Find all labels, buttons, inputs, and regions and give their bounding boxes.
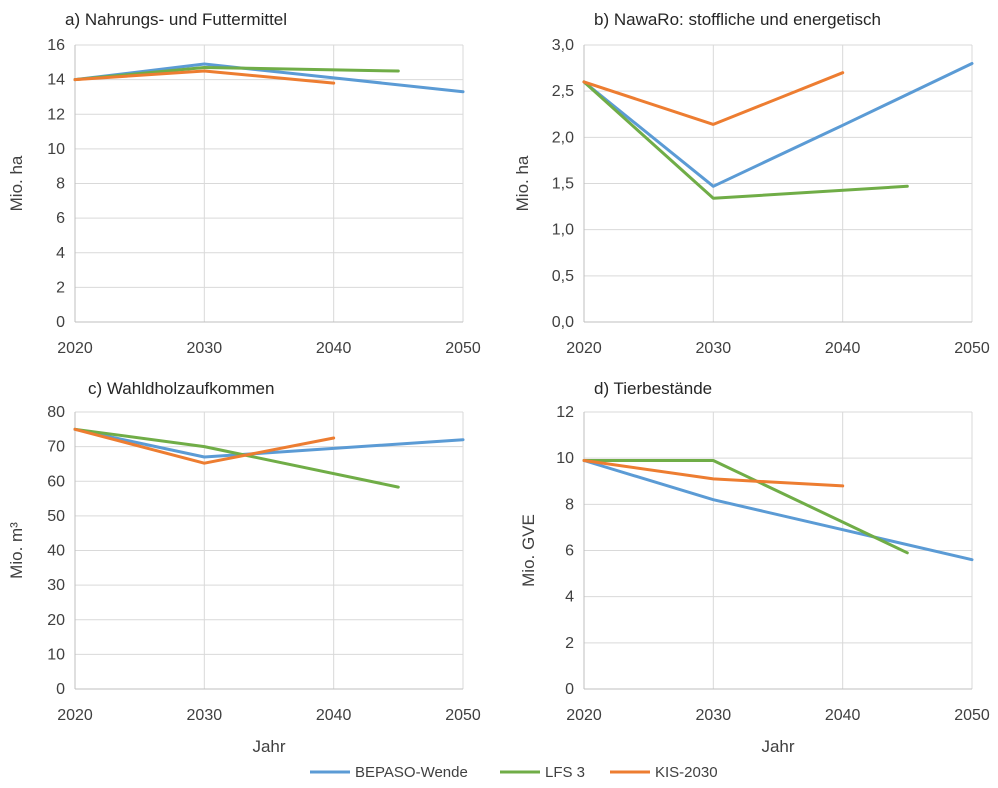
series-line-bepaso-wende	[582, 62, 974, 188]
y-axis-label: Mio. ha	[513, 155, 532, 211]
legend-label-bepaso: BEPASO-Wende	[355, 764, 468, 781]
series-line-lfs-3	[582, 80, 909, 200]
y-tick-label: 1,0	[552, 222, 574, 239]
series-line-lfs-3	[73, 427, 400, 489]
y-tick-label: 20	[47, 612, 65, 629]
y-axis-label: Mio. GVE	[519, 514, 538, 587]
y-tick-label: 0,5	[552, 268, 574, 285]
y-tick-label: 4	[565, 589, 574, 606]
y-tick-label: 4	[56, 245, 65, 262]
y-tick-label: 30	[47, 577, 65, 594]
y-tick-label: 50	[47, 508, 65, 525]
y-axis-label: Mio. ha	[7, 155, 26, 211]
x-tick-label: 2040	[825, 707, 861, 724]
series-line-kis-2030	[73, 427, 336, 465]
chart-panel-1: 0 2 4 6 8 10 12 14 16 2020 2030 2040 2050 a) Nahrungs…	[7, 10, 481, 357]
x-tick-label: 2040	[825, 340, 861, 357]
y-tick-label: 0,0	[552, 314, 574, 331]
y-tick-label: 70	[47, 439, 65, 456]
y-tick-label: 2,5	[552, 83, 574, 100]
y-tick-label: 8	[565, 496, 574, 513]
legend-label-kis: KIS-2030	[655, 764, 718, 781]
x-tick-label: 2020	[566, 707, 602, 724]
x-tick-label: 2030	[187, 707, 223, 724]
x-tick-label: 2020	[566, 340, 602, 357]
x-tick-label: 2040	[316, 707, 352, 724]
y-tick-label: 6	[565, 543, 574, 560]
x-tick-label: 2050	[954, 707, 990, 724]
series-line-kis-2030	[73, 69, 336, 85]
y-tick-label: 12	[556, 404, 574, 421]
y-tick-label: 40	[47, 543, 65, 560]
y-tick-label: 2,0	[552, 129, 574, 146]
x-tick-label: 2020	[57, 707, 93, 724]
y-tick-label: 60	[47, 473, 65, 490]
chart-title: a) Nahrungs- und Futtermittel	[65, 10, 287, 29]
y-tick-label: 0	[56, 681, 65, 698]
series-line-kis-2030	[582, 459, 845, 488]
y-tick-label: 0	[56, 314, 65, 331]
x-tick-label: 2030	[187, 340, 223, 357]
y-tick-label: 6	[56, 210, 65, 227]
y-tick-label: 3,0	[552, 37, 574, 54]
x-tick-label: 2030	[696, 340, 732, 357]
y-tick-label: 2	[565, 635, 574, 652]
series-line-bepaso-wende	[73, 427, 465, 459]
x-tick-label: 2050	[445, 340, 481, 357]
series-line-lfs-3	[582, 459, 909, 555]
legend: BEPASO-Wende LFS 3 KIS-2030	[310, 764, 718, 781]
x-tick-label: 2050	[954, 340, 990, 357]
chart-title: d) Tierbestände	[594, 379, 712, 398]
chart-title: c) Wahldholzaufkommen	[88, 379, 274, 398]
y-tick-label: 14	[47, 72, 65, 89]
chart-panel-4: 0 2 4 6 8 10 12 2020 2030 2040 2050 d) Tierbestände…	[519, 379, 990, 756]
chart-title: b) NawaRo: stoffliche und energetisch	[594, 10, 881, 29]
y-tick-label: 2	[56, 279, 65, 296]
y-tick-label: 10	[47, 141, 65, 158]
x-axis-label: Jahr	[761, 737, 794, 756]
chart-panel-2: 0,0 0,5 1,0 1,5 2,0 2,5 3,0 2020 2030 2040 2050 b) …	[513, 10, 990, 357]
x-axis-label: Jahr	[252, 737, 285, 756]
x-tick-label: 2040	[316, 340, 352, 357]
y-tick-label: 10	[556, 450, 574, 467]
y-tick-label: 12	[47, 106, 65, 123]
y-axis-label: Mio. m³	[7, 522, 26, 579]
x-tick-label: 2050	[445, 707, 481, 724]
y-tick-label: 10	[47, 646, 65, 663]
x-tick-label: 2030	[696, 707, 732, 724]
y-tick-label: 80	[47, 404, 65, 421]
y-tick-label: 16	[47, 37, 65, 54]
legend-label-lfs3: LFS 3	[545, 764, 585, 781]
y-tick-label: 8	[56, 176, 65, 193]
y-tick-label: 0	[565, 681, 574, 698]
series-line-kis-2030	[582, 71, 845, 126]
series-line-bepaso-wende	[582, 459, 974, 562]
y-tick-label: 1,5	[552, 176, 574, 193]
series-line-bepaso-wende	[73, 62, 465, 94]
x-tick-label: 2020	[57, 340, 93, 357]
